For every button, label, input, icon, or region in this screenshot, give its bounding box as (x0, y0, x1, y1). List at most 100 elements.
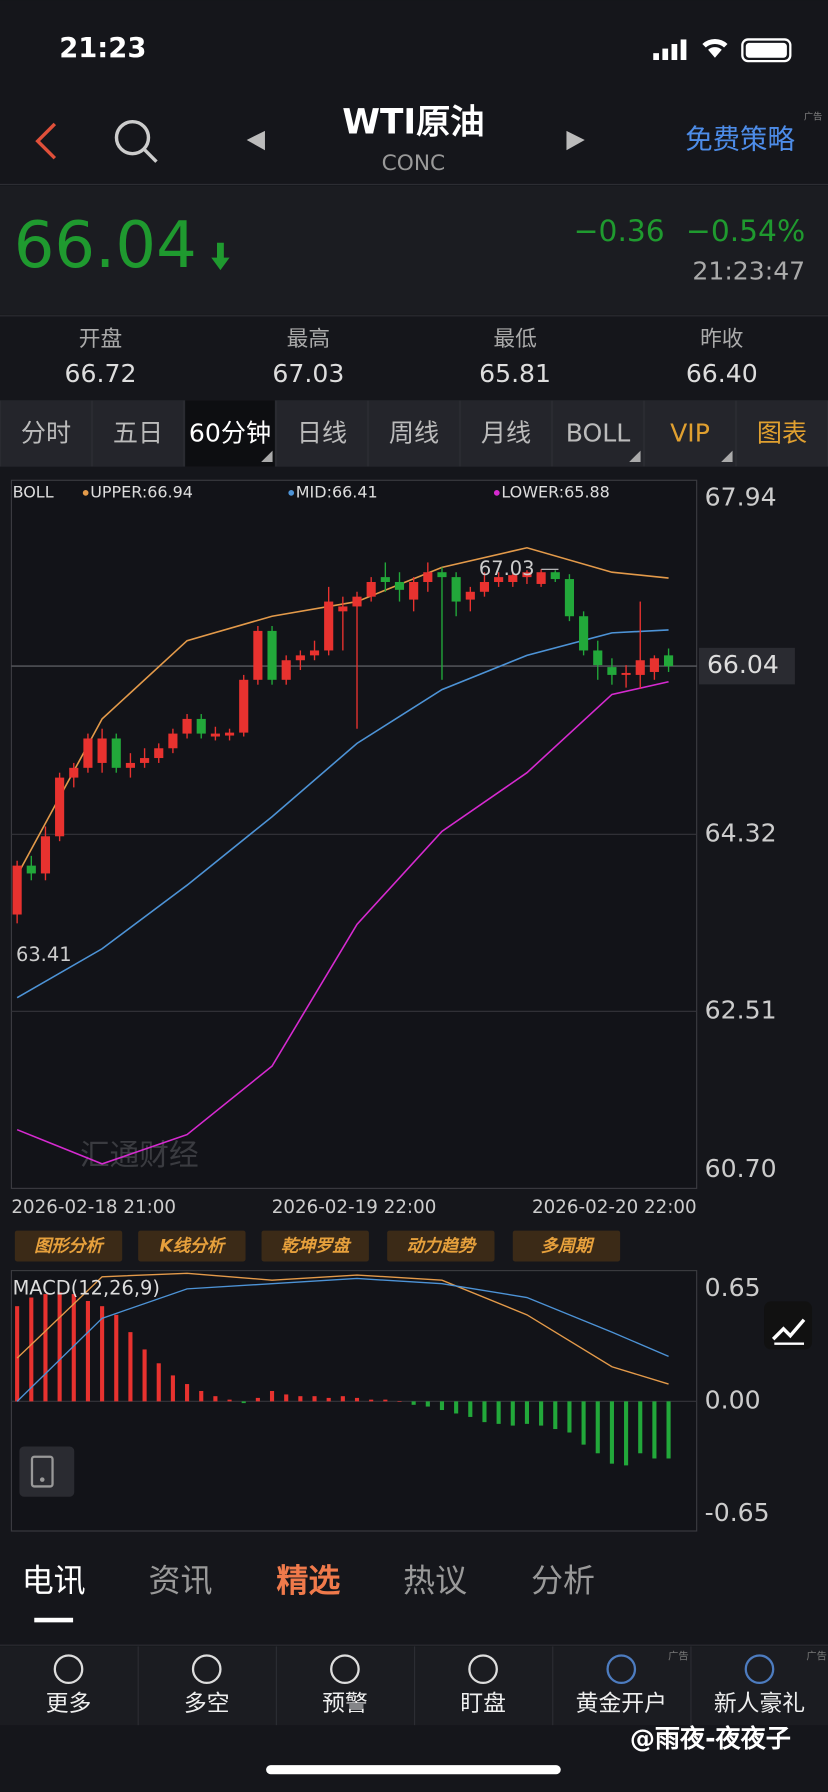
nav-icon[interactable] (191, 1654, 222, 1685)
x-tick-label: 2026-02-19 22:00 (272, 1197, 437, 1218)
nav-label[interactable]: 预警 (322, 1691, 368, 1717)
nav-icon[interactable] (330, 1654, 360, 1685)
tab-label[interactable]: 60分钟 (189, 419, 271, 448)
news-tab[interactable]: 热议 (403, 1561, 467, 1599)
nav-icon[interactable] (468, 1654, 498, 1685)
indicator-line (16, 1272, 669, 1385)
nav-icon[interactable] (53, 1654, 84, 1685)
fullscreen-button[interactable] (19, 1446, 75, 1497)
tab-cell[interactable] (645, 400, 735, 467)
macd-bar (609, 1401, 614, 1464)
tab-cell[interactable] (553, 400, 643, 467)
tab-cell[interactable] (185, 400, 275, 467)
chart-toggle[interactable] (764, 1301, 813, 1350)
last-price-label: 66.04 (707, 650, 779, 679)
candle-body (564, 579, 575, 617)
tab-cell[interactable] (277, 400, 367, 467)
macd-bar (496, 1401, 501, 1424)
tab-label[interactable]: 分时 (21, 419, 71, 448)
macd-bar (524, 1401, 530, 1424)
candle-body (522, 572, 532, 578)
tool-button[interactable] (138, 1230, 246, 1262)
macd-bar (156, 1363, 161, 1402)
nav-icon[interactable] (744, 1654, 775, 1685)
stat-value: 65.81 (479, 359, 551, 388)
tab-label[interactable]: 周线 (389, 419, 439, 448)
tab-cell[interactable] (461, 400, 551, 467)
home-indicator (266, 1765, 561, 1775)
news-tab[interactable]: 分析 (531, 1561, 595, 1599)
watermark: 汇通财经 (80, 1138, 199, 1173)
candle-body (550, 572, 560, 580)
candle-body (40, 836, 51, 874)
prev-button[interactable] (246, 130, 265, 151)
candle-body (182, 718, 192, 734)
tab-cell[interactable] (93, 400, 183, 467)
nav-label[interactable]: 多空 (184, 1691, 230, 1717)
stat-label: 开盘 (79, 327, 122, 352)
legend-entry: UPPER:66.94 (90, 482, 193, 501)
candle-body (168, 733, 178, 749)
macd-bar (581, 1401, 586, 1445)
macd-bar (43, 1294, 48, 1402)
candle-body (536, 572, 546, 584)
back-button[interactable] (35, 122, 57, 160)
candle-body (295, 655, 305, 661)
y-tick-label: 64.32 (705, 818, 777, 847)
candle-body (210, 733, 220, 737)
tab-dropdown (629, 450, 641, 463)
search-button[interactable] (114, 119, 158, 163)
tool-button[interactable] (14, 1230, 123, 1262)
tab-label[interactable]: VIP (670, 419, 710, 448)
macd-bar (539, 1401, 544, 1426)
nav-label[interactable]: 盯盘 (460, 1691, 506, 1717)
macd-bar (425, 1401, 430, 1407)
nav-label[interactable]: 新人豪礼 (714, 1691, 805, 1717)
candle-body (324, 601, 334, 651)
tab-cell[interactable] (737, 400, 827, 467)
tab-cell[interactable] (1, 400, 91, 467)
macd-bar (298, 1396, 303, 1402)
candle-body (437, 572, 447, 578)
macd-bar (71, 1294, 76, 1402)
tool-button[interactable] (387, 1230, 495, 1262)
nav-label[interactable]: 黄金开户 (576, 1691, 667, 1717)
stat-label: 昨收 (700, 327, 743, 352)
indicator-line (16, 1277, 669, 1402)
tool-button[interactable] (512, 1230, 621, 1262)
candle-body (154, 748, 164, 759)
legend-dot (288, 489, 295, 496)
tool-label[interactable]: 动力趋势 (407, 1237, 477, 1257)
legend-name: BOLL (13, 482, 54, 501)
macd-bar (227, 1399, 232, 1402)
candle-body (366, 582, 376, 597)
news-tab[interactable]: 资讯 (148, 1561, 212, 1599)
candle-body (394, 582, 405, 590)
nav-icon[interactable] (606, 1654, 637, 1685)
tab-label[interactable]: 图表 (757, 419, 807, 448)
legend-entry: LOWER:65.88 (501, 482, 609, 501)
macd-bar (553, 1401, 558, 1430)
y-tick-label: 0.65 (705, 1273, 761, 1302)
candle-body (621, 672, 631, 675)
tab-label[interactable]: 五日 (113, 419, 163, 448)
tab-label[interactable]: 月线 (481, 419, 531, 448)
macd-bar (100, 1306, 105, 1402)
macd-bar (114, 1314, 119, 1402)
low-label: 63.41 (16, 943, 72, 966)
tool-label[interactable]: K线分析 (160, 1237, 228, 1257)
tool-label[interactable]: 多周期 (541, 1237, 595, 1257)
nav-label[interactable]: 更多 (46, 1691, 92, 1717)
tool-label[interactable]: 图形分析 (34, 1237, 105, 1257)
news-tab[interactable]: 精选 (276, 1561, 340, 1599)
tool-button[interactable] (261, 1230, 369, 1262)
candle-body (494, 577, 504, 583)
tab-cell[interactable] (369, 400, 459, 467)
tool-label[interactable]: 乾坤罗盘 (281, 1237, 352, 1257)
news-tab[interactable]: 电讯 (22, 1561, 86, 1599)
next-button[interactable] (566, 130, 585, 151)
y-tick-label: 67.94 (705, 483, 777, 512)
tab-label[interactable]: 日线 (297, 419, 347, 448)
strategy-link[interactable]: 免费策略 (685, 125, 795, 156)
tab-label[interactable]: BOLL (566, 419, 631, 448)
